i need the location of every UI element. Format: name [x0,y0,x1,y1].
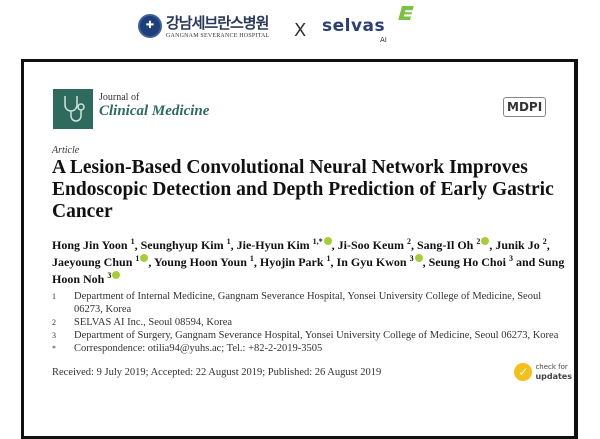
paper-header-frame: Journal of Clinical Medicine MDPI Articl… [21,59,578,439]
author-affiliation-ref: 1 [135,254,140,263]
author-separator: , [253,255,260,269]
author-separator: , [230,238,237,252]
selvas-logo: selvas AI [322,16,402,45]
mdpi-logo: MDPI [503,97,547,117]
hospital-english-name: GANGNAM SEVERANCE HOSPITAL [166,33,270,39]
author-affiliation-ref: 1,* [312,237,323,246]
author-name: Junik Jo [495,238,540,252]
hospital-seal-icon: ✚ [138,13,162,38]
author-separator: , [330,255,337,269]
author-name: Hong Jin Yoon [52,238,128,252]
author-name: Sung Hoon Noh [52,255,565,286]
author-affiliation-ref: 1 [326,254,331,263]
journal-prefix: Journal of [99,92,140,103]
orcid-icon[interactable] [323,237,332,245]
author-affiliation-ref: 3 [409,254,414,263]
selvas-wordmark: selvas [322,16,386,36]
dates-row: Received: 9 July 2019; Accepted: 22 Augu… [52,363,572,381]
article-type: Article [52,145,80,156]
author-separator: , [489,238,496,252]
affiliation-item: * Correspondence: otilia94@yuhs.ac; Tel.:… [52,342,572,355]
author-name: Seunghyup Kim [140,238,224,252]
affiliations: 1 Department of Internal Medicine, Gangna… [52,290,572,355]
author-affiliation-ref: 2 [476,237,481,246]
author-name: Jie-Hyun Kim [236,238,310,252]
author-list: Hong Jin Yoon 1, Seunghyup Kim 1, Jie-Hy… [52,237,572,288]
author-name: Young Hoon Youn [153,255,247,269]
gangnam-severance-logo: ✚ 강남세브란스병원 GANGNAM SEVERANCE HOSPITAL [138,12,269,39]
journal-title: Clinical Medicine [99,103,210,119]
author-separator: , [134,238,141,252]
author-separator: , [331,238,338,252]
author-name: Ji-Soo Keum [337,238,404,252]
author: Jaeyoung Chun 1, [52,254,154,269]
author-separator: , [422,255,429,269]
affiliation-number: 3 [52,331,56,340]
selvas-e-mark-icon [398,6,414,20]
affiliation-number: 1 [52,292,56,301]
author-affiliation-ref: 2 [407,237,411,246]
author: Ji-Soo Keum 2, [337,237,417,253]
orcid-icon[interactable] [414,254,423,262]
author-separator: and [512,255,539,269]
orcid-icon[interactable] [112,271,121,279]
author-affiliation-ref: 1 [130,237,135,246]
affiliation-item: 2 SELVAS AI Inc., Seoul 08594, Korea [52,316,572,329]
check-for-updates-button[interactable]: ✓ check for updates [514,363,572,381]
author: Junik Jo 2, [495,237,550,253]
author-name: Hyojin Park [259,255,324,269]
author-name: In Gyu Kwon [336,255,407,269]
author-separator: , [411,238,417,252]
author: Seung Ho Choi 3 and [428,254,539,270]
author-affiliation-ref: 2 [542,237,547,246]
affiliation-number: * [52,344,56,353]
author: Hyojin Park 1, [259,254,337,270]
affiliation-text: Department of Internal Medicine, Gangnam… [74,291,542,315]
checkmark-icon: ✓ [514,363,533,381]
author-separator: , [546,238,550,252]
collaboration-separator: X [294,20,307,41]
affiliation-number: 2 [52,318,56,327]
author: Sang-Il Oh 2, [417,237,496,252]
affiliation-item: 1 Department of Internal Medicine, Gangna… [52,290,572,316]
paper-title: A Lesion-Based Convolutional Neural Netw… [52,157,554,222]
author-affiliation-ref: 3 [508,254,513,263]
author: Sung Hoon Noh 3 [52,255,564,286]
author-affiliation-ref: 1 [226,237,231,246]
publication-dates: Received: 9 July 2019; Accepted: 22 Augu… [52,366,382,378]
check-updates-line1: check for [535,363,568,371]
author: Young Hoon Youn 1, [153,254,260,270]
affiliation-text: Correspondence: otilia94@yuhs.ac; Tel.: … [74,343,323,354]
logo-bar: ✚ 강남세브란스병원 GANGNAM SEVERANCE HOSPITAL X … [0,6,600,50]
author: Jie-Hyun Kim 1,*, [236,237,338,252]
affiliation-text: SELVAS AI Inc., Seoul 08594, Korea [74,317,233,328]
journal-name: Journal of Clinical Medicine [99,92,209,120]
affiliation-item: 3 Department of Surgery, Gangnam Severanc… [52,329,572,342]
orcid-icon[interactable] [140,254,149,262]
hospital-korean-name: 강남세브란스병원 [166,14,269,32]
affiliation-text: Department of Surgery, Gangnam Severance… [74,330,559,341]
orcid-icon[interactable] [481,237,490,245]
check-updates-line2: updates [535,372,572,381]
author-affiliation-ref: 3 [107,271,112,280]
author-name: Seung Ho Choi [428,255,506,269]
stethoscope-icon [53,89,93,129]
author: Seunghyup Kim 1, [140,237,237,253]
author-name: Sang-Il Oh [417,238,474,252]
author: In Gyu Kwon 3, [336,254,429,269]
author-name: Jaeyoung Chun [52,255,133,269]
author-separator: , [148,255,154,269]
author: Hong Jin Yoon 1, [52,237,141,253]
author-affiliation-ref: 1 [249,254,254,263]
paper-body: Article A Lesion-Based Convolutional Neu… [52,144,572,381]
selvas-ai-label: AI [380,36,387,44]
